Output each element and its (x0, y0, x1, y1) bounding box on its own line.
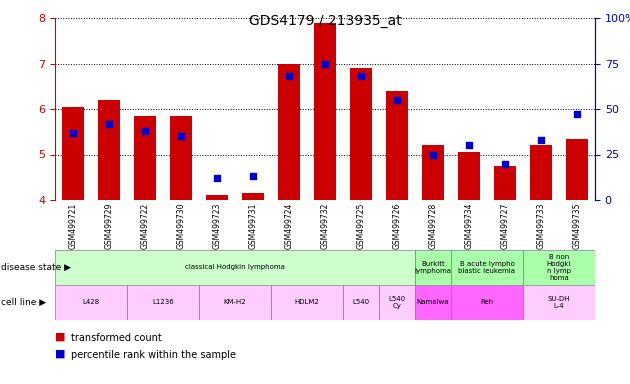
Bar (62, 107, 84, 200)
Text: B acute lympho
blastic leukemia: B acute lympho blastic leukemia (459, 261, 515, 274)
Bar (343, 285, 379, 320)
Bar (386, 91, 408, 200)
Text: Reh: Reh (481, 300, 493, 306)
Bar (278, 63, 300, 200)
Text: Namalwa: Namalwa (417, 300, 449, 306)
Bar (127, 285, 199, 320)
Point (392, 97, 402, 103)
Text: HDLM2: HDLM2 (295, 300, 319, 306)
Text: GSM499731: GSM499731 (248, 202, 258, 249)
Point (536, 137, 546, 143)
Bar (530, 146, 552, 200)
Text: L1236: L1236 (152, 300, 174, 306)
Text: GSM499729: GSM499729 (105, 202, 113, 249)
Bar (451, 285, 523, 320)
Text: SU-DH
L-4: SU-DH L-4 (547, 296, 570, 309)
Point (356, 73, 366, 79)
Text: GSM499726: GSM499726 (392, 202, 401, 249)
Text: transformed count: transformed count (71, 333, 161, 343)
Text: percentile rank within the sample: percentile rank within the sample (71, 350, 236, 360)
Bar (379, 285, 415, 320)
Bar (314, 23, 336, 200)
Point (140, 128, 150, 134)
Text: GSM499728: GSM499728 (428, 202, 437, 249)
Point (176, 133, 186, 139)
Bar (494, 166, 516, 200)
Text: cell line ▶: cell line ▶ (1, 298, 46, 307)
Text: GSM499721: GSM499721 (69, 202, 77, 249)
Text: Burkitt
lymphoma: Burkitt lymphoma (415, 261, 452, 274)
Point (68, 129, 78, 136)
Point (320, 60, 330, 66)
Bar (271, 285, 343, 320)
Text: GSM499722: GSM499722 (140, 202, 149, 249)
Text: GSM499723: GSM499723 (212, 202, 222, 249)
Text: GSM499732: GSM499732 (321, 202, 329, 249)
Text: disease state ▶: disease state ▶ (1, 263, 71, 272)
Text: GDS4179 / 213935_at: GDS4179 / 213935_at (249, 14, 401, 28)
Text: B non
Hodgki
n lymp
homa: B non Hodgki n lymp homa (547, 254, 571, 281)
Bar (242, 193, 264, 200)
Point (212, 175, 222, 181)
Bar (134, 116, 156, 200)
Bar (415, 285, 451, 320)
Point (284, 73, 294, 79)
Point (104, 121, 114, 127)
Bar (170, 116, 192, 200)
Bar (458, 152, 480, 200)
Bar (55, 250, 415, 285)
Point (500, 161, 510, 167)
Bar (523, 285, 595, 320)
Bar (98, 100, 120, 200)
Bar (199, 285, 271, 320)
Bar (206, 195, 228, 200)
Text: GSM499730: GSM499730 (176, 202, 185, 249)
Text: GSM499725: GSM499725 (357, 202, 365, 249)
Point (248, 173, 258, 179)
Bar (451, 250, 523, 285)
Text: classical Hodgkin lymphoma: classical Hodgkin lymphoma (185, 265, 285, 270)
Bar (350, 68, 372, 200)
Text: KM-H2: KM-H2 (224, 300, 246, 306)
Bar (55, 285, 127, 320)
Point (464, 142, 474, 149)
Text: GSM499734: GSM499734 (464, 202, 474, 249)
Text: ■: ■ (55, 332, 66, 342)
Point (428, 151, 438, 157)
Bar (415, 250, 451, 285)
Text: L428: L428 (83, 300, 100, 306)
Text: GSM499733: GSM499733 (537, 202, 546, 249)
Text: GSM499727: GSM499727 (500, 202, 510, 249)
Text: GSM499735: GSM499735 (573, 202, 581, 249)
Point (572, 111, 582, 118)
Text: L540
Cy: L540 Cy (389, 296, 406, 309)
Text: L540: L540 (352, 300, 370, 306)
Bar (523, 250, 595, 285)
Bar (422, 146, 444, 200)
Text: ■: ■ (55, 349, 66, 359)
Bar (566, 139, 588, 200)
Text: GSM499724: GSM499724 (285, 202, 294, 249)
